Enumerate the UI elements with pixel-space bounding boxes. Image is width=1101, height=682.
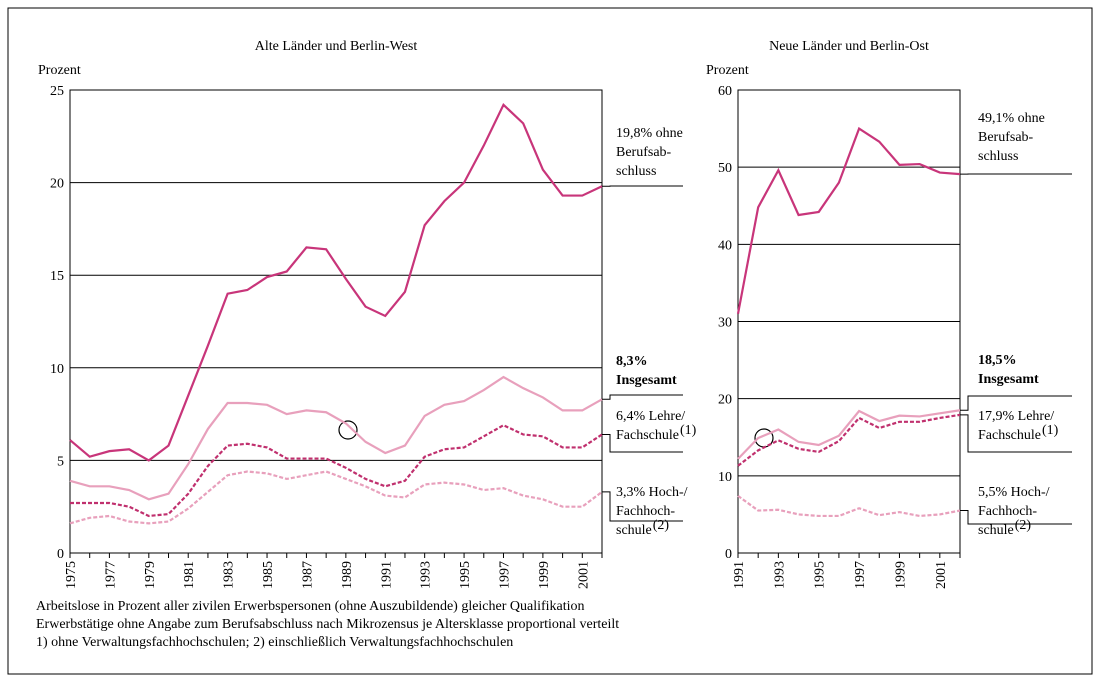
series-line bbox=[69, 375, 603, 501]
y-tick-label: 10 bbox=[50, 362, 64, 377]
footnote: Arbeitslose in Prozent aller zivilen Erw… bbox=[36, 599, 585, 614]
series-label: 17,9% Lehre/ bbox=[978, 409, 1054, 424]
label-leader bbox=[602, 394, 683, 400]
y-tick-label: 20 bbox=[50, 177, 64, 192]
x-tick-label: 1975 bbox=[64, 561, 79, 589]
series-label: 3,3% Hoch-/ bbox=[616, 485, 688, 500]
y-tick-label: 20 bbox=[718, 393, 732, 408]
series-line bbox=[70, 423, 603, 518]
label-leader bbox=[960, 510, 1072, 525]
x-tick-label: 1999 bbox=[893, 561, 908, 589]
y-tick-label: 25 bbox=[50, 84, 64, 99]
y-tick-label: 0 bbox=[57, 547, 64, 562]
series-label: schluss bbox=[616, 164, 656, 179]
series-label: schule bbox=[616, 523, 652, 538]
x-tick-label: 1993 bbox=[419, 561, 434, 589]
series-label: Fachschule bbox=[616, 428, 679, 443]
y-axis-label: Prozent bbox=[706, 63, 749, 78]
series-label: 5,5% Hoch-/ bbox=[978, 485, 1050, 500]
series-label: Insgesamt bbox=[978, 372, 1039, 387]
x-tick-label: 1979 bbox=[143, 561, 158, 589]
series-label-sup: (1) bbox=[1042, 423, 1059, 438]
series-label: Berufsab- bbox=[616, 145, 672, 160]
y-tick-label: 10 bbox=[718, 470, 732, 485]
plot-border bbox=[737, 89, 961, 554]
x-tick-label: 1989 bbox=[340, 561, 355, 589]
footnote: Erwerbstätige ohne Angabe zum Berufsabsc… bbox=[36, 617, 619, 632]
series-line bbox=[737, 413, 961, 467]
x-tick-label: 1991 bbox=[732, 561, 747, 589]
series-label-sup: (1) bbox=[680, 423, 697, 438]
series-label: schule bbox=[978, 523, 1014, 538]
series-label: 6,4% Lehre/ bbox=[616, 409, 685, 424]
label-leader bbox=[960, 414, 1072, 453]
series-line bbox=[737, 495, 961, 518]
series-line bbox=[736, 126, 961, 314]
series-label: schluss bbox=[978, 149, 1018, 164]
x-tick-label: 1977 bbox=[103, 561, 118, 589]
series-label: 8,3% bbox=[616, 354, 648, 369]
x-tick-label: 1985 bbox=[261, 561, 276, 589]
series-label: Fachhoch- bbox=[616, 504, 675, 519]
x-tick-label: 1997 bbox=[853, 561, 868, 589]
label-leader bbox=[602, 491, 683, 522]
series-label: 18,5% bbox=[978, 353, 1017, 368]
x-tick-label: 1983 bbox=[222, 561, 237, 589]
x-tick-label: 2001 bbox=[576, 561, 591, 589]
x-tick-label: 1991 bbox=[379, 561, 394, 589]
y-tick-label: 40 bbox=[718, 238, 732, 253]
y-axis-label: Prozent bbox=[38, 63, 81, 78]
y-tick-label: 60 bbox=[718, 84, 732, 99]
series-label: Fachschule bbox=[978, 428, 1041, 443]
label-leader bbox=[960, 395, 1072, 411]
frame bbox=[7, 7, 1093, 675]
series-label-sup: (2) bbox=[653, 518, 670, 533]
series-line bbox=[737, 409, 961, 460]
x-tick-label: 2001 bbox=[934, 561, 949, 589]
y-tick-label: 50 bbox=[718, 161, 732, 176]
x-tick-label: 1993 bbox=[772, 561, 787, 589]
series-line bbox=[69, 470, 603, 525]
x-tick-label: 1995 bbox=[813, 561, 828, 589]
series-label: Insgesamt bbox=[616, 373, 677, 388]
x-tick-label: 1999 bbox=[537, 561, 552, 589]
series-label: Berufsab- bbox=[978, 130, 1034, 145]
series-label: 49,1% ohne bbox=[978, 111, 1045, 126]
series-line bbox=[69, 102, 603, 462]
x-tick-label: 1987 bbox=[300, 561, 315, 589]
y-tick-label: 5 bbox=[57, 454, 64, 469]
label-leader bbox=[602, 433, 683, 453]
panel-title: Neue Länder und Berlin-Ost bbox=[769, 39, 929, 54]
x-tick-label: 1997 bbox=[497, 561, 512, 589]
series-label-sup: (2) bbox=[1015, 518, 1032, 533]
marker-circle bbox=[338, 420, 358, 440]
footnote: 1) ohne Verwaltungsfachhochschulen; 2) e… bbox=[36, 635, 513, 650]
y-tick-label: 0 bbox=[725, 547, 732, 562]
x-tick-label: 1995 bbox=[458, 561, 473, 589]
panel-title: Alte Länder und Berlin-West bbox=[255, 39, 418, 54]
series-label: 19,8% ohne bbox=[616, 126, 683, 141]
x-tick-label: 1981 bbox=[182, 561, 197, 589]
y-tick-label: 15 bbox=[50, 269, 64, 284]
plot-border bbox=[69, 89, 603, 554]
series-label: Fachhoch- bbox=[978, 504, 1037, 519]
y-tick-label: 30 bbox=[718, 316, 732, 331]
